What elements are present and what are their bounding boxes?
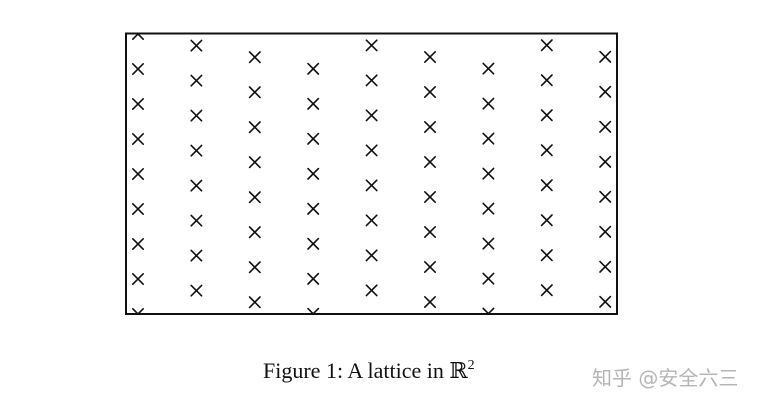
lattice-point [365, 39, 378, 52]
lattice-point [482, 132, 495, 145]
lattice-point [482, 62, 495, 75]
lattice-point [248, 121, 261, 134]
lattice-point [365, 144, 378, 157]
lattice-point [599, 260, 612, 273]
caption-text: Figure 1: A lattice in [263, 358, 450, 383]
lattice-point [423, 156, 437, 168]
lattice-point [248, 86, 261, 99]
lattice-point [248, 296, 261, 309]
lattice-point [482, 97, 495, 110]
lattice-point [599, 85, 612, 98]
lattice-point [307, 202, 320, 215]
lattice-point [540, 179, 553, 192]
lattice-point [190, 109, 203, 122]
figure-caption: Figure 1: A lattice in ℝ2 [263, 358, 475, 384]
lattice-point [540, 109, 553, 122]
lattice-point [307, 62, 320, 75]
lattice-point [190, 144, 203, 157]
lattice-point [365, 179, 378, 192]
lattice-point [423, 295, 437, 309]
lattice-point [423, 121, 437, 133]
lattice-point [248, 191, 261, 204]
caption-superscript: 2 [467, 358, 475, 373]
lattice-point [482, 237, 495, 250]
lattice-point [248, 226, 261, 239]
lattice-point [365, 109, 378, 122]
lattice-point [248, 156, 261, 169]
lattice-point [307, 132, 320, 145]
lattice-point [365, 214, 378, 227]
lattice-point [307, 237, 320, 250]
lattice-point [540, 284, 553, 297]
lattice-point [365, 249, 378, 262]
lattice-point [482, 202, 495, 215]
lattice-point [423, 260, 437, 274]
lattice-point [482, 272, 495, 285]
lattice-point [482, 167, 495, 180]
lattice-point [540, 214, 553, 227]
lattice-point [190, 284, 203, 297]
lattice-point [423, 50, 437, 64]
lattice-point [132, 307, 144, 314]
watermark-logo: 知乎 @安全六三 [592, 366, 739, 390]
lattice-point [307, 97, 320, 110]
bounding-box [125, 32, 618, 315]
lattice-point [423, 226, 437, 238]
caption-field-symbol: ℝ [449, 359, 468, 384]
lattice-point [132, 203, 144, 215]
lattice-point [248, 51, 261, 64]
lattice-point [307, 167, 320, 180]
lattice-point [599, 225, 612, 238]
lattice-point [540, 249, 553, 262]
lattice-point [423, 191, 437, 203]
lattice-point [132, 168, 144, 180]
lattice-point [599, 190, 612, 203]
lattice-point [423, 86, 437, 98]
lattice-point [599, 50, 612, 63]
lattice-point [132, 133, 144, 145]
lattice-point [190, 74, 203, 87]
lattice-point [132, 272, 144, 286]
lattice-point [599, 120, 612, 133]
lattice-point [307, 272, 320, 285]
lattice-point [599, 155, 612, 168]
lattice-point [190, 39, 203, 52]
lattice-point [540, 39, 553, 52]
lattice-point [190, 214, 203, 227]
lattice-point [540, 74, 553, 87]
lattice-point [132, 98, 144, 110]
lattice-point [540, 144, 553, 157]
lattice-point [365, 74, 378, 87]
lattice-point [248, 261, 261, 274]
lattice-point [365, 284, 378, 297]
lattice-points [132, 34, 612, 314]
lattice-point [132, 238, 144, 250]
lattice-point [190, 179, 203, 192]
lattice-point [599, 295, 612, 308]
lattice-point [132, 34, 144, 41]
lattice-point [132, 62, 144, 75]
lattice-point [190, 249, 203, 262]
